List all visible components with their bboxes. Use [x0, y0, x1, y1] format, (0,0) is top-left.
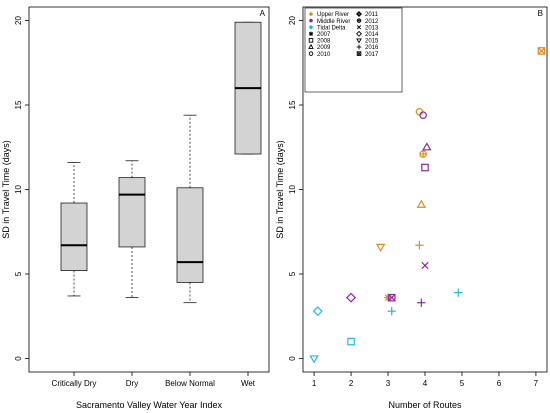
x-tick-label: 7 — [534, 379, 539, 388]
panel-a-y-label: SD in Travel Time (days) — [1, 140, 11, 239]
legend-label: Tidal Delta — [317, 25, 346, 31]
y-tick-label: 15 — [14, 100, 23, 109]
panel-a-frame — [28, 6, 270, 373]
legend-label: 2008 — [317, 39, 331, 45]
data-point-20 — [454, 288, 463, 297]
panel-a-x-axis: Critically Dry Dry Below Normal Wet — [52, 372, 256, 388]
legend-symbol-2015 — [356, 38, 362, 44]
legend-label: 2010 — [317, 52, 331, 58]
y-tick-label: 0 — [14, 356, 23, 361]
legend-swatch-2 — [309, 18, 313, 23]
data-point-11 — [375, 243, 386, 252]
x-tick-label: Dry — [126, 379, 138, 388]
data-point-3 — [347, 337, 355, 346]
y-tick-label: 10 — [288, 185, 297, 194]
panel-b-x-axis: 1 2 3 4 5 6 7 — [312, 372, 539, 388]
legend-label: 2016 — [365, 45, 379, 51]
box-iqr — [118, 177, 146, 248]
panel-b-label: B — [538, 9, 543, 18]
legend-box — [304, 7, 403, 93]
legend-label: 2007 — [317, 32, 331, 38]
legend-swatch-3 — [309, 25, 313, 30]
legend-label: Upper River — [317, 12, 349, 18]
y-tick-label: 0 — [288, 356, 297, 361]
box-4 — [234, 21, 262, 155]
data-point-7 — [387, 307, 396, 316]
box-2 — [118, 160, 146, 298]
data-point-12 — [416, 199, 427, 208]
x-tick-label: 3 — [386, 379, 391, 388]
x-tick-label: Below Normal — [165, 379, 215, 388]
panel-b-y-label: SD in Travel Time (days) — [275, 140, 285, 239]
y-tick-label: 20 — [288, 16, 297, 25]
legend-label: Middle River — [317, 19, 350, 25]
x-tick-label: 6 — [497, 379, 502, 388]
legend-symbol-2013 — [356, 25, 362, 30]
legend-label: 2015 — [365, 39, 379, 45]
y-tick-label: 10 — [14, 185, 23, 194]
legend-label: 2013 — [365, 25, 379, 31]
legend-symbol-2011 — [356, 11, 362, 17]
data-point-15 — [422, 142, 432, 151]
boxplot-panel: 0 5 10 15 20 Critically Dry Dry Below Normal We… — [1, 6, 270, 410]
y-tick-label: 15 — [288, 100, 297, 109]
legend-swatch-1 — [309, 12, 313, 16]
legend-symbol-2008 — [308, 38, 314, 43]
x-tick-label: Critically Dry — [52, 379, 97, 388]
x-tick-label: 2 — [349, 379, 354, 388]
panel-a-label: A — [260, 9, 266, 18]
legend-symbol-2012 — [356, 18, 362, 23]
legend-symbol-2014 — [356, 30, 362, 37]
data-point-13 — [421, 163, 429, 172]
legend-label: 2017 — [365, 52, 379, 58]
panel-a-boxes — [60, 21, 262, 304]
legend-label: 2014 — [365, 32, 379, 38]
legend-symbol-2007 — [308, 31, 314, 36]
box-1 — [60, 162, 88, 297]
data-point-10 — [415, 241, 424, 250]
data-point-17 — [419, 111, 427, 119]
data-point-19 — [537, 47, 546, 55]
data-point-8 — [417, 298, 426, 307]
panel-b-points — [309, 47, 546, 364]
data-point-4 — [346, 292, 357, 303]
legend-symbol-2010 — [308, 51, 314, 56]
panel-b-x-label: Number of Routes — [388, 400, 462, 410]
legend-symbol-2016 — [356, 44, 362, 50]
x-tick-label: 5 — [460, 379, 465, 388]
panel-b-y-axis: 0 5 10 15 20 — [288, 16, 303, 361]
data-point-2 — [312, 306, 323, 317]
y-tick-label: 5 — [288, 271, 297, 276]
box-3 — [176, 114, 204, 304]
panel-a-x-label: Sacramento Valley Water Year Index — [76, 400, 223, 410]
panel-a-y-axis: 0 5 10 15 20 — [14, 16, 29, 361]
legend-symbol-2017 — [356, 51, 362, 56]
y-tick-label: 20 — [14, 16, 23, 25]
data-point-1 — [309, 355, 319, 364]
legend-label: 2012 — [365, 19, 379, 25]
legend-label: 2011 — [365, 12, 379, 18]
x-tick-label: 4 — [423, 379, 428, 388]
box-iqr — [60, 202, 88, 271]
y-tick-label: 5 — [14, 271, 23, 276]
x-tick-label: Wet — [241, 379, 256, 388]
box-iqr — [176, 187, 204, 283]
data-point-14 — [419, 150, 427, 158]
x-tick-label: 1 — [312, 379, 317, 388]
legend-symbol-2009 — [308, 43, 314, 49]
data-point-9 — [421, 261, 429, 270]
data-point-6 — [387, 293, 396, 302]
legend-label: 2009 — [317, 45, 331, 51]
